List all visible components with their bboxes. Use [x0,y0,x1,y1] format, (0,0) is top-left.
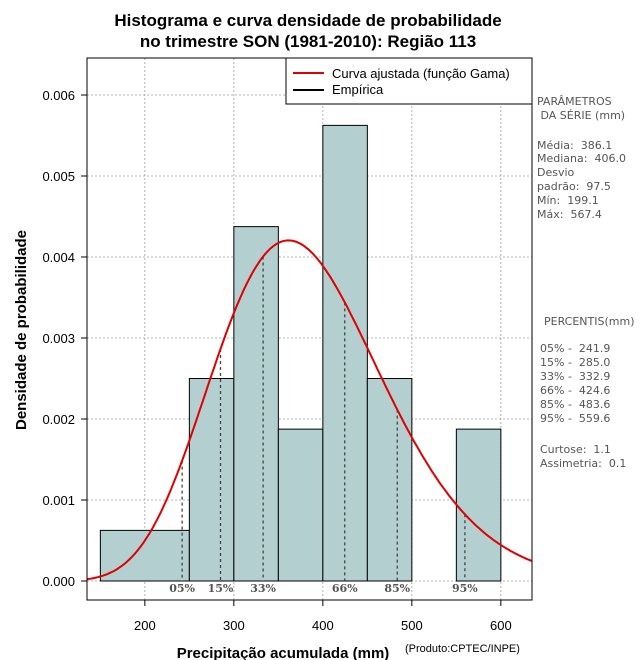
x-axis: 200 300 400 500 600 [134,600,512,633]
percentile-95: 95% - 559.6 [540,412,610,425]
chart-title-line1: Histograma e curva densidade de probabil… [114,11,501,30]
product-credit: (Produto:CPTEC/INPE) [405,643,520,655]
stat-curtose: Curtose: 1.1 [540,443,611,456]
y-axis-title: Densidade de probabilidade [13,230,30,430]
param-min: Mín: 199.1 [537,194,599,207]
y-tick-label: 0.004 [42,250,75,265]
percentile-lines [181,256,466,581]
percentile-66: 66% - 424.6 [540,384,610,397]
percentiles-panel: PERCENTIS(mm) 05% - 241.9 15% - 285.0 33… [540,315,635,470]
histogram-bar [277,428,324,582]
x-tick-label: 600 [490,618,512,633]
percentile-label: 95% [452,582,478,595]
percentile-85: 85% - 483.6 [540,398,610,411]
x-axis-title: Precipitação acumulada (mm) [177,645,390,660]
histogram-bars [99,124,502,582]
x-tick-label: 200 [134,618,156,633]
percentile-label: 66% [332,582,358,595]
param-max: Máx: 567.4 [537,208,602,221]
params-title-line2: DA SÉRIE (mm) [537,109,625,122]
percentile-label: 05% [169,582,195,595]
chart-title-line2: no trimestre SON (1981-2010): Região 113 [140,32,476,51]
y-tick-label: 0.006 [42,88,75,103]
stat-assimetria: Assimetria: 0.1 [540,457,626,470]
legend-empirical-label: Empírica [332,82,384,97]
y-tick-label: 0.000 [42,574,75,589]
histogram-bar [99,529,190,582]
percentiles-title: PERCENTIS(mm) [544,315,635,328]
x-tick-label: 300 [223,618,245,633]
percentile-label: 33% [250,582,276,595]
param-padrao: padrão: 97.5 [537,180,611,193]
param-mediana: Mediana: 406.0 [537,152,626,165]
y-tick-label: 0.002 [42,412,75,427]
x-tick-label: 400 [312,618,334,633]
percentile-15: 15% - 285.0 [540,356,610,369]
gamma-fit-curve [86,239,533,581]
histogram-bar [233,226,279,582]
percentile-label: 85% [384,582,410,595]
percentile-33: 33% - 332.9 [540,370,610,383]
percentile-labels: 05% 15% 33% 66% 85% 95% [169,582,478,595]
percentile-label: 15% [208,582,234,595]
y-tick-label: 0.003 [42,331,75,346]
histogram-bar [188,378,235,582]
legend: Curva ajustada (função Gama) Empírica [285,57,533,105]
legend-fit-label: Curva ajustada (função Gama) [332,66,510,81]
y-tick-label: 0.001 [42,493,75,508]
histogram-bar [455,428,502,582]
params-title-line1: PARÂMETROS [537,95,612,108]
series-parameters-panel: PARÂMETROS DA SÉRIE (mm) Média: 386.1 Me… [537,95,626,221]
y-tick-label: 0.005 [42,169,75,184]
histogram-bar [366,378,413,582]
legend-box [285,57,533,105]
percentile-05: 05% - 241.9 [540,342,610,355]
y-axis: 0.000 0.001 0.002 0.003 0.004 0.005 0.006 [42,88,87,589]
param-desvio: Desvio [537,166,575,179]
x-tick-label: 500 [401,618,423,633]
param-media: Média: 386.1 [537,139,612,152]
